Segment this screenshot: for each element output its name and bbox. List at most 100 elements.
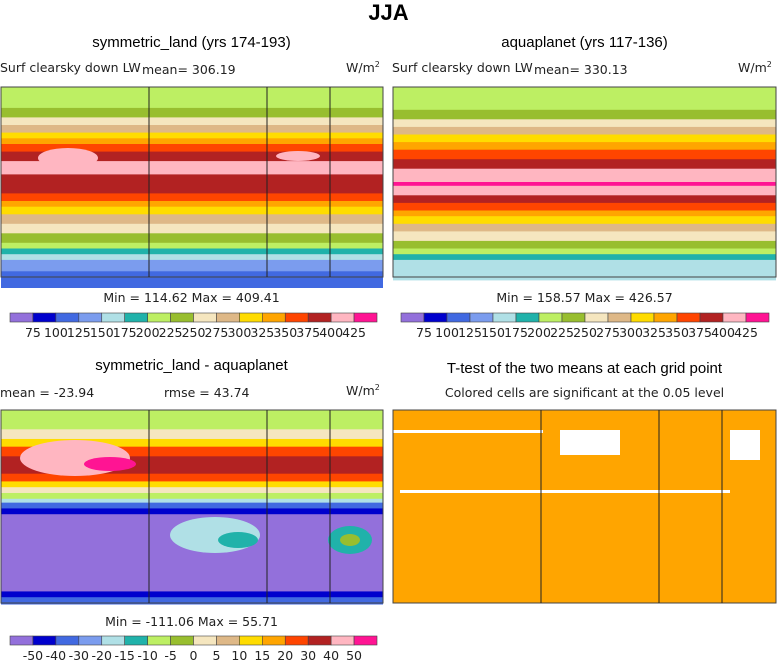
panel2-units: W/m2: [738, 60, 772, 76]
colorbar1-tick-label: 250: [182, 325, 206, 340]
colorbar3-tick-label: 40: [323, 648, 339, 661]
colorbar2-tick-label: 225: [550, 325, 574, 340]
colorbar2-tick-label: 200: [527, 325, 551, 340]
panel3-title: symmetric_land - aquaplanet: [95, 357, 288, 374]
panel1-band: [1, 254, 383, 262]
colorbar3-tick-label: -15: [114, 648, 134, 661]
colorbar3-tick-label: 10: [231, 648, 247, 661]
colorbar3-box: [32, 635, 57, 646]
panel3-band: [1, 508, 383, 516]
panel3-band: [1, 481, 383, 489]
colorbar2-box: [630, 312, 655, 323]
colorbar2-box: [607, 312, 632, 323]
colorbar1-tick-label: 100: [44, 325, 68, 340]
panel3-band: [1, 502, 383, 510]
panel1-left-string: Surf clearsky down LW: [0, 60, 141, 75]
panel1-band: [1, 107, 383, 119]
panel3-band: [1, 429, 383, 441]
panel1-band: [1, 206, 383, 216]
panel4-frame: [392, 409, 777, 604]
colorbar1-tick-label: 75: [25, 325, 41, 340]
panel3-band: [1, 492, 383, 501]
colorbar2-tick-label: 325: [642, 325, 666, 340]
colorbar1-tick-label: 425: [342, 325, 366, 340]
colorbar1-box: [193, 312, 217, 323]
colorbar1-tick-label: 350: [273, 325, 297, 340]
panel2-minmax: Min = 158.57 Max = 426.57: [496, 290, 673, 305]
panel3-band: [1, 410, 383, 431]
colorbar2-box: [699, 312, 724, 323]
colorbar1-tick-label: 400: [319, 325, 343, 340]
panel1-mean: mean= 306.19: [142, 62, 236, 77]
colorbar3-tick-label: 30: [300, 648, 316, 661]
panel2-band: [393, 240, 776, 250]
colorbar3-box: [55, 635, 80, 646]
panel3-max-region: [84, 457, 136, 471]
panel2-band: [393, 87, 776, 112]
colorbar3-tick-label: -5: [164, 648, 176, 661]
colorbar2-tick-label: 425: [734, 325, 758, 340]
colorbar3-box: [307, 635, 332, 646]
panel4-nonsignificant-cells: [393, 430, 543, 433]
colorbar3-tick-label: -10: [137, 648, 157, 661]
colorbar2-box: [676, 312, 701, 323]
colorbar3-box: [101, 635, 125, 646]
colorbar1-tick-label: 300: [227, 325, 251, 340]
colorbar3-box: [9, 635, 34, 646]
panel4-title: T-test of the two means at each grid poi…: [446, 360, 723, 377]
colorbar2-box: [561, 312, 586, 323]
panel1-band: [1, 174, 383, 195]
panel2-band: [393, 231, 776, 243]
panel2-frame: [392, 86, 777, 278]
panel1-band: [1, 161, 383, 176]
panel3-band: [1, 487, 383, 495]
panel3-minmax: Min = -111.06 Max = 55.71: [105, 614, 278, 629]
panel4-nonsignificant-cells: [560, 430, 620, 455]
colorbar1-tick-label: 175: [113, 325, 137, 340]
colorbar2-box: [446, 312, 471, 323]
colorbar1-tick-label: 325: [250, 325, 274, 340]
colorbar1-box: [101, 312, 125, 323]
panel1-band: [1, 248, 383, 256]
panel2-band: [393, 254, 776, 262]
panel2-band: [393, 134, 776, 144]
colorbar3-tick-label: -50: [23, 648, 43, 661]
colorbar2-box: [515, 312, 540, 323]
panel1-band: [1, 117, 383, 127]
panel2-band: [393, 119, 776, 129]
panel4-nonsignificant-cells: [400, 490, 730, 493]
panel1-band: [1, 259, 383, 273]
panel1-band: [1, 144, 383, 154]
panel3-region: [218, 532, 258, 548]
panel2-band: [393, 142, 776, 152]
colorbar1-box: [78, 312, 103, 323]
colorbar2-box: [423, 312, 448, 323]
panel1-band: [1, 242, 383, 250]
colorbar3-box: [239, 635, 263, 646]
panel2-left-string: Surf clearsky down LW: [392, 60, 533, 75]
figure-title: JJA: [368, 0, 409, 25]
panel2-band: [393, 182, 776, 188]
panel3-mean: mean = -23.94: [0, 385, 95, 400]
colorbar3-box: [170, 635, 194, 646]
colorbar2-tick-label: 150: [481, 325, 505, 340]
colorbar3-box: [193, 635, 217, 646]
panel1-band: [1, 271, 383, 288]
panel4-nonsignificant-cells: [730, 430, 760, 460]
colorbar1-box: [147, 312, 171, 323]
panel2-band: [393, 210, 776, 218]
panel2-band: [393, 248, 776, 256]
colorbar1-tick-label: 225: [159, 325, 183, 340]
panel2-band: [393, 109, 776, 121]
colorbar2-box: [653, 312, 678, 323]
panel3-band: [1, 438, 383, 449]
panel3-units: W/m2: [346, 383, 380, 399]
panel1-band: [1, 233, 383, 245]
colorbar3-tick-label: 20: [277, 648, 293, 661]
panel1-band: [1, 87, 383, 110]
panel1-band: [1, 138, 383, 146]
colorbar2-box: [538, 312, 563, 323]
panel1-title: symmetric_land (yrs 174-193): [92, 34, 291, 51]
colorbar3-tick-label: 5: [212, 648, 220, 661]
